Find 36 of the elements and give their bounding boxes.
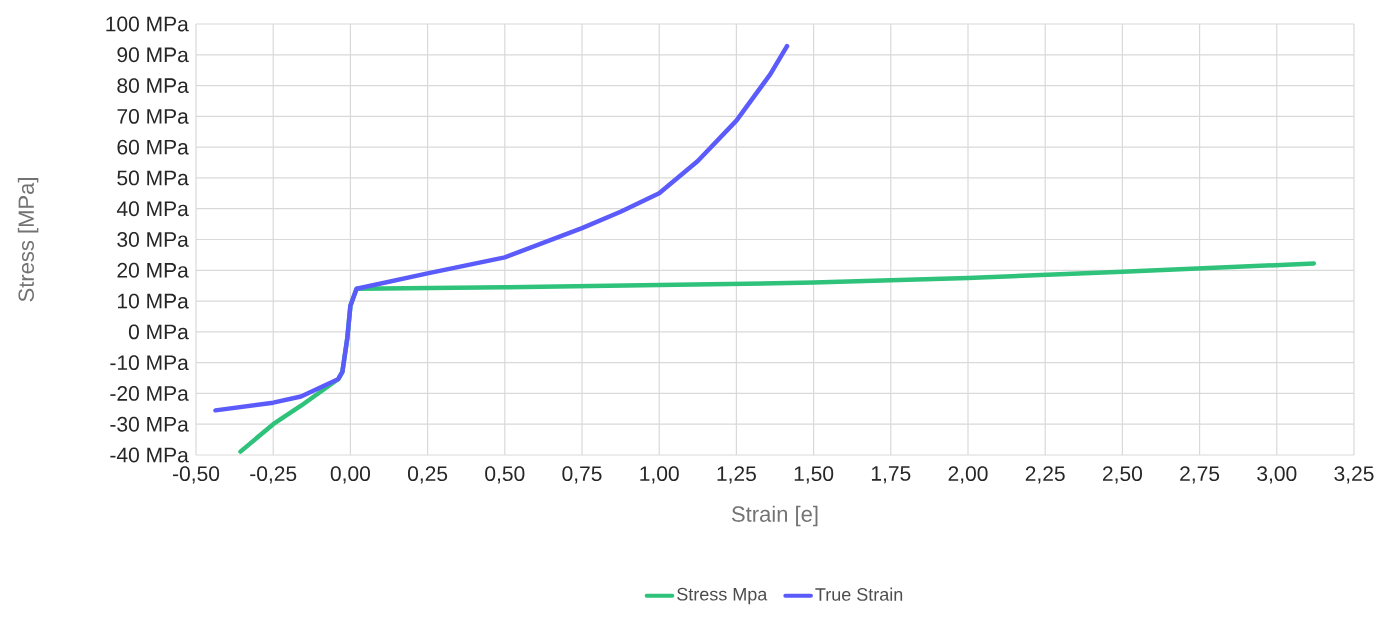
y-tick-label: 100 MPa <box>106 16 189 32</box>
legend-label: Stress Mpa <box>677 587 768 605</box>
x-tick-label: -0,25 <box>250 466 297 484</box>
y-tick-label: 30 MPa <box>117 232 189 247</box>
legend-label: True Strain <box>815 587 903 601</box>
x-tick-label: 2,50 <box>1103 466 1142 484</box>
y-tick-label: -40 MPa <box>110 447 189 463</box>
line-series <box>213 43 790 413</box>
y-tick-label: 40 MPa <box>116 201 189 217</box>
x-tick-label: 2,75 <box>1180 466 1220 484</box>
y-tick-label: 0 MPa <box>128 324 189 340</box>
y-tick-label: -30 MPa <box>110 416 189 432</box>
x-tick-label: 0,25 <box>407 466 448 484</box>
x-tick-label: -0,50 <box>173 466 220 484</box>
x-tick-label: 1,75 <box>871 466 911 484</box>
y-tick-label: 20 MPa <box>117 262 189 278</box>
x-tick-label: 0,75 <box>562 466 602 484</box>
y-tick-label: 70 MPa <box>117 108 189 124</box>
y-tick-label: 90 MPa <box>117 47 189 63</box>
y-tick-label: 10 MPa <box>118 293 189 309</box>
x-axis-title: Strain [e] <box>731 505 818 527</box>
x-tick-label: 2,00 <box>948 466 988 484</box>
y-tick-label: -20 MPa <box>110 385 189 401</box>
x-tick-label: 1,50 <box>794 466 834 484</box>
x-tick-label: 0,00 <box>330 466 371 484</box>
y-tick-label: 60 MPa <box>117 139 189 155</box>
y-axis-title: Stress [MPa] <box>17 178 39 302</box>
y-tick-label: -10 MPa <box>110 355 189 371</box>
x-tick-label: 1,25 <box>717 466 756 484</box>
x-tick-label: 3,00 <box>1257 466 1297 484</box>
y-tick-label: 50 MPa <box>117 170 189 186</box>
x-tick-label: 0,50 <box>485 466 525 484</box>
x-tick-label: 2,25 <box>1025 466 1065 484</box>
y-tick-label: 80 MPa <box>117 78 189 93</box>
x-tick-label: 3,25 <box>1334 466 1374 484</box>
x-tick-label: 1,00 <box>640 466 679 484</box>
